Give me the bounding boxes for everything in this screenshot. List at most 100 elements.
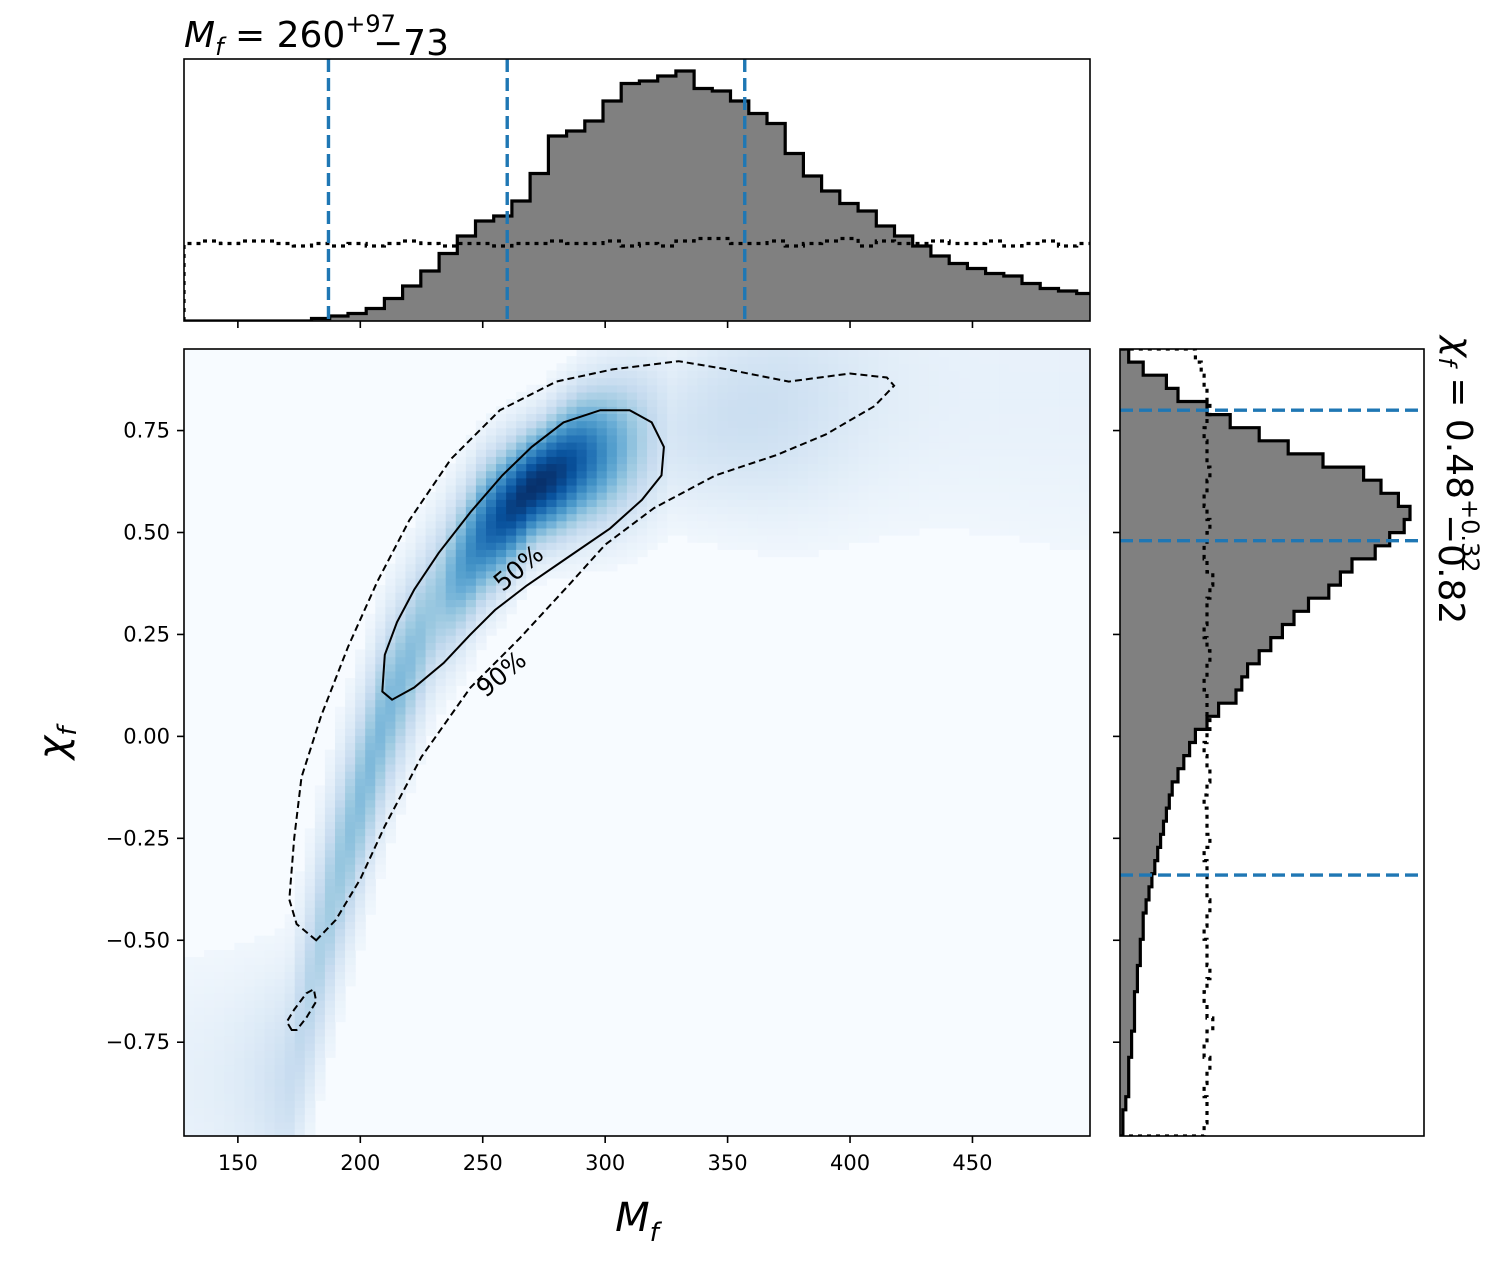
heatmap-cell xyxy=(526,391,537,400)
heatmap-cell xyxy=(1019,427,1031,436)
heatmap-cell xyxy=(264,1057,276,1066)
heatmap-cell xyxy=(355,928,366,937)
heatmap-cell xyxy=(717,399,729,407)
heatmap-cell xyxy=(687,470,698,479)
heatmap-cell xyxy=(727,442,739,450)
heatmap-cell xyxy=(657,506,668,515)
heatmap-cell xyxy=(335,814,346,822)
heatmap-cell xyxy=(1079,492,1090,500)
x-axis-ticks: 150 200 250 300 350 400 450 xyxy=(218,1136,993,1175)
y-tick-label: −0.50 xyxy=(106,928,170,952)
heatmap-cell xyxy=(959,370,970,379)
heatmap-cell xyxy=(637,535,648,543)
heatmap-cell xyxy=(304,842,316,851)
heatmap-cell xyxy=(647,463,658,472)
y-axis-ticks: 0.750.500.250.00−0.25−0.50−0.75 xyxy=(106,419,184,1054)
heatmap-cell xyxy=(667,477,678,486)
heatmap-cell xyxy=(314,899,326,908)
heatmap-cell xyxy=(616,456,628,465)
heatmap-cell xyxy=(345,749,356,758)
heatmap-cell xyxy=(375,828,386,837)
heatmap-cell xyxy=(224,1100,235,1108)
heatmap-cell xyxy=(979,399,990,407)
heatmap-cell xyxy=(516,477,527,486)
heatmap-cell xyxy=(496,477,507,486)
heatmap-cell xyxy=(959,484,970,493)
heatmap-cell xyxy=(788,384,799,393)
heatmap-cell xyxy=(355,885,366,894)
heatmap-cell xyxy=(637,477,648,486)
heatmap-cell xyxy=(737,535,749,543)
heatmap-cell xyxy=(868,506,880,515)
heatmap-cell xyxy=(214,992,225,1001)
heatmap-cell xyxy=(314,856,326,865)
heatmap-cell xyxy=(254,935,266,944)
heatmap-cell xyxy=(767,527,779,536)
heatmap-cell xyxy=(294,892,306,901)
heatmap-cell xyxy=(264,978,276,987)
heatmap-cell xyxy=(788,406,799,414)
heatmap-cell xyxy=(606,535,618,543)
heatmap-cell xyxy=(596,463,608,472)
heatmap-cell xyxy=(465,620,477,629)
heatmap-cell xyxy=(496,563,507,572)
heatmap-cell xyxy=(737,506,749,515)
heatmap-cell xyxy=(596,384,608,393)
chi-summary-name: χ xyxy=(1438,334,1479,359)
heatmap-cell xyxy=(465,442,477,450)
heatmap-cell xyxy=(1069,484,1081,493)
heatmap-cell xyxy=(596,484,608,493)
heatmap-cell xyxy=(888,420,900,429)
heatmap-cell xyxy=(616,391,628,400)
heatmap-cell xyxy=(798,513,809,522)
heatmap-cell xyxy=(727,513,739,522)
heatmap-cell xyxy=(224,1035,235,1044)
heatmap-cell xyxy=(667,456,678,465)
heatmap-cell xyxy=(375,685,386,694)
heatmap-cell xyxy=(798,456,809,465)
heatmap-cell xyxy=(727,420,739,429)
heatmap-cell xyxy=(526,563,537,572)
heatmap-cell xyxy=(1049,470,1061,479)
heatmap-cell xyxy=(949,413,960,422)
heatmap-cell xyxy=(304,957,316,965)
heatmap-cell xyxy=(949,434,960,443)
heatmap-cell xyxy=(254,1035,266,1044)
heatmap-cell xyxy=(616,449,628,457)
heatmap-cell xyxy=(435,678,447,686)
heatmap-cell xyxy=(224,1085,235,1094)
heatmap-cell xyxy=(999,527,1011,536)
heatmap-cell xyxy=(435,549,447,558)
heatmap-cell xyxy=(828,442,839,450)
heatmap-cell xyxy=(828,413,839,422)
heatmap-cell xyxy=(204,1021,215,1030)
heatmap-cell xyxy=(1029,463,1041,472)
heatmap-cell xyxy=(415,663,427,672)
heatmap-cell xyxy=(1009,477,1021,486)
heatmap-cell xyxy=(616,463,628,472)
heatmap-cell xyxy=(304,1121,316,1130)
heatmap-cell xyxy=(274,1071,286,1080)
heatmap-cell xyxy=(576,492,588,500)
heatmap-cell xyxy=(506,499,517,507)
heatmap-cell xyxy=(798,384,809,393)
heatmap-cell xyxy=(324,992,336,1001)
heatmap-cell xyxy=(365,749,376,758)
heatmap-cell xyxy=(586,449,598,457)
heatmap-cell xyxy=(455,549,467,558)
heatmap-cell xyxy=(596,549,608,558)
heatmap-cell xyxy=(516,527,527,536)
heatmap-cell xyxy=(878,427,890,436)
heatmap-cell xyxy=(999,399,1011,407)
heatmap-cell xyxy=(566,499,578,507)
heatmap-cell xyxy=(908,427,920,436)
heatmap-cell xyxy=(274,1093,286,1101)
heatmap-cell xyxy=(556,470,568,479)
heatmap-cell xyxy=(294,1078,306,1087)
heatmap-cell xyxy=(949,363,960,372)
heatmap-cell xyxy=(425,613,437,622)
heatmap-cell xyxy=(667,520,678,529)
heatmap-cell xyxy=(445,535,457,543)
heatmap-cell xyxy=(475,599,487,608)
heatmap-cell xyxy=(979,484,990,493)
